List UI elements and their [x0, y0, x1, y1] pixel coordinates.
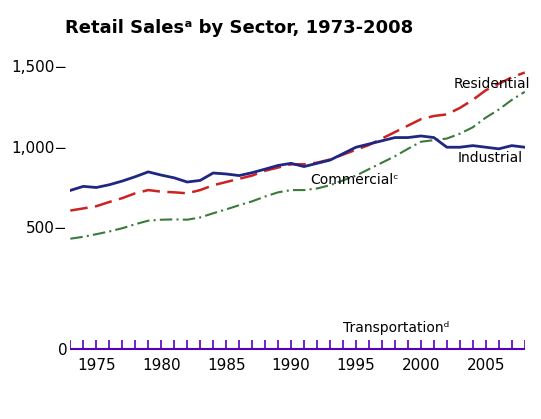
Text: Industrial: Industrial — [457, 151, 523, 165]
Text: Residential: Residential — [453, 77, 530, 91]
Text: Transportationᵈ: Transportationᵈ — [343, 321, 450, 335]
Text: Commercialᶜ: Commercialᶜ — [311, 173, 399, 187]
Text: Retail Salesᵃ by Sector, 1973-2008: Retail Salesᵃ by Sector, 1973-2008 — [65, 19, 413, 37]
